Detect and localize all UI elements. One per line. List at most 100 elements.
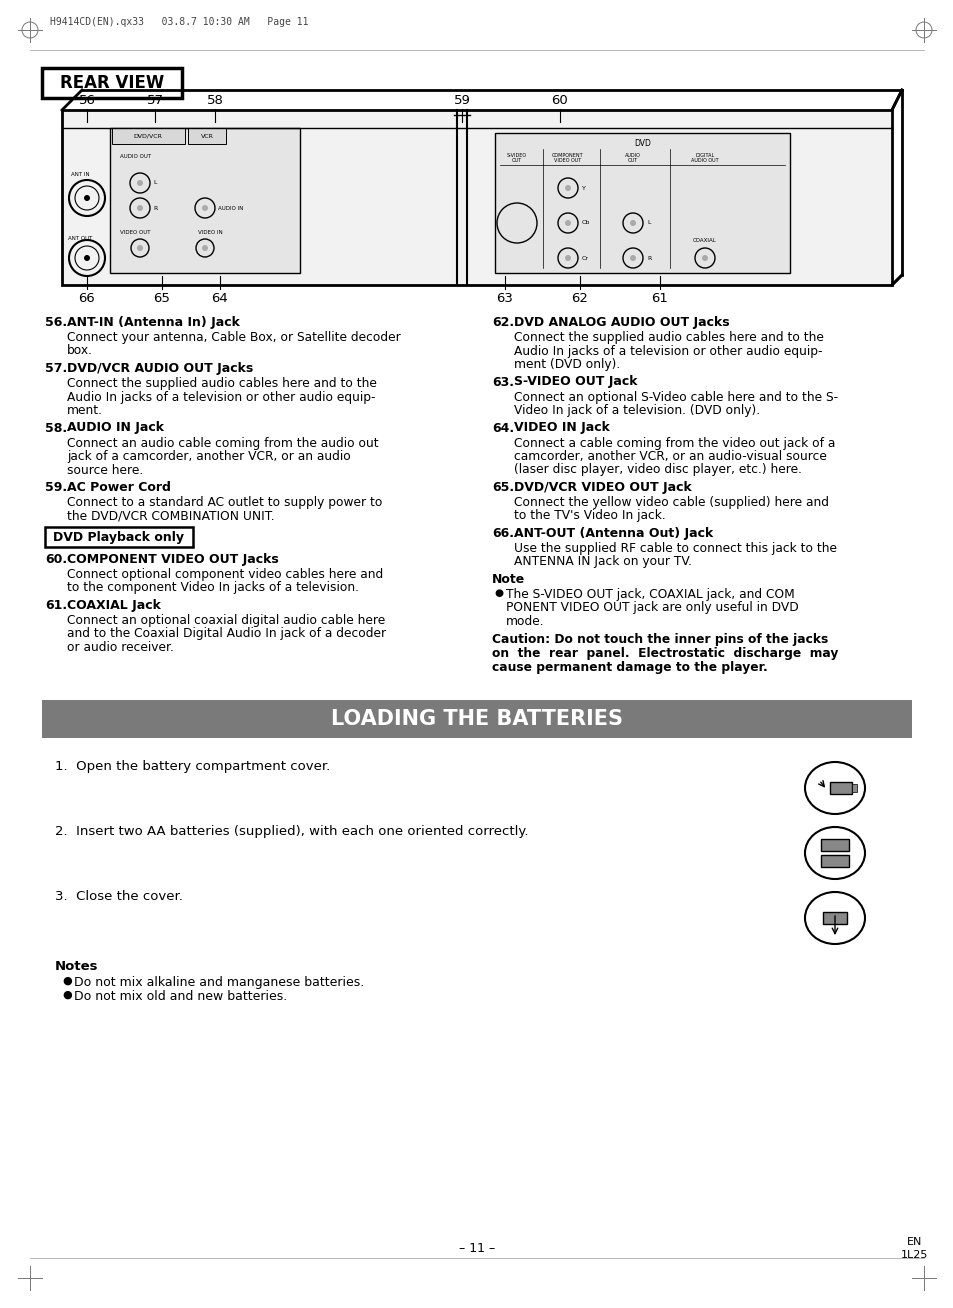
Bar xyxy=(42,68,182,98)
Text: 61: 61 xyxy=(651,292,668,305)
Text: to the component Video In jacks of a television.: to the component Video In jacks of a tel… xyxy=(67,582,358,595)
Text: 66.: 66. xyxy=(492,527,514,540)
Text: 57.: 57. xyxy=(45,362,67,375)
Text: (laser disc player, video disc player, etc.) here.: (laser disc player, video disc player, e… xyxy=(514,463,801,476)
Text: AUDIO IN Jack: AUDIO IN Jack xyxy=(67,421,164,434)
Text: 66: 66 xyxy=(78,292,95,305)
Text: VCR: VCR xyxy=(200,133,213,139)
Circle shape xyxy=(629,255,636,262)
Text: Connect optional component video cables here and: Connect optional component video cables … xyxy=(67,568,383,581)
Text: Notes: Notes xyxy=(55,960,98,973)
Text: L: L xyxy=(152,181,156,186)
Circle shape xyxy=(564,255,571,262)
Text: Cb: Cb xyxy=(581,221,590,225)
Text: ment.: ment. xyxy=(67,404,103,417)
Text: DVD ANALOG AUDIO OUT Jacks: DVD ANALOG AUDIO OUT Jacks xyxy=(514,317,729,330)
Bar xyxy=(829,782,851,794)
Bar xyxy=(112,128,185,144)
Circle shape xyxy=(137,181,143,186)
Text: Connect the supplied audio cables here and to the: Connect the supplied audio cables here a… xyxy=(67,377,376,390)
Text: 1.  Open the battery compartment cover.: 1. Open the battery compartment cover. xyxy=(55,760,330,773)
Text: The S-VIDEO OUT jack, COAXIAL jack, and COM: The S-VIDEO OUT jack, COAXIAL jack, and … xyxy=(505,589,794,600)
Text: and to the Coaxial Digital Audio In jack of a decoder: and to the Coaxial Digital Audio In jack… xyxy=(67,628,386,641)
Text: ●: ● xyxy=(62,976,71,986)
Text: – 11 –: – 11 – xyxy=(458,1241,495,1254)
Text: H9414CD(EN).qx33   03.8.7 10:30 AM   Page 11: H9414CD(EN).qx33 03.8.7 10:30 AM Page 11 xyxy=(50,17,308,27)
Text: DVD/VCR AUDIO OUT Jacks: DVD/VCR AUDIO OUT Jacks xyxy=(67,362,253,375)
Text: Do not mix old and new batteries.: Do not mix old and new batteries. xyxy=(74,990,287,1003)
Text: ANT IN: ANT IN xyxy=(71,173,90,178)
Text: 1L25: 1L25 xyxy=(901,1250,927,1260)
Circle shape xyxy=(137,245,143,251)
Text: Connect to a standard AC outlet to supply power to: Connect to a standard AC outlet to suppl… xyxy=(67,496,382,509)
Text: 59: 59 xyxy=(453,93,470,106)
Text: S-VIDEO OUT Jack: S-VIDEO OUT Jack xyxy=(514,375,637,388)
Bar xyxy=(821,838,848,852)
Text: 64.: 64. xyxy=(492,421,514,434)
Text: 63: 63 xyxy=(497,292,513,305)
Text: PONENT VIDEO OUT jack are only useful in DVD: PONENT VIDEO OUT jack are only useful in… xyxy=(505,602,798,615)
Bar xyxy=(822,912,846,923)
Text: VIDEO IN: VIDEO IN xyxy=(198,230,222,235)
Bar xyxy=(110,128,299,273)
Text: DIGITAL
AUDIO OUT: DIGITAL AUDIO OUT xyxy=(691,153,718,164)
Text: 60: 60 xyxy=(551,93,568,106)
Text: S-VIDEO
OUT: S-VIDEO OUT xyxy=(506,153,526,164)
Text: EN: EN xyxy=(906,1237,922,1247)
Text: LOADING THE BATTERIES: LOADING THE BATTERIES xyxy=(331,709,622,729)
Text: Connect your antenna, Cable Box, or Satellite decoder: Connect your antenna, Cable Box, or Sate… xyxy=(67,331,400,344)
Text: Connect a cable coming from the video out jack of a: Connect a cable coming from the video ou… xyxy=(514,437,835,450)
Text: Note: Note xyxy=(492,573,525,586)
Text: ANT OUT: ANT OUT xyxy=(68,235,92,241)
Text: L: L xyxy=(646,221,650,225)
Text: R: R xyxy=(152,205,157,211)
Circle shape xyxy=(701,255,707,262)
Text: Caution: Do not touch the inner pins of the jacks: Caution: Do not touch the inner pins of … xyxy=(492,633,827,646)
Text: Connect an optional coaxial digital audio cable here: Connect an optional coaxial digital audi… xyxy=(67,613,385,627)
Text: ●: ● xyxy=(62,990,71,1001)
Circle shape xyxy=(202,245,208,251)
Text: Connect an audio cable coming from the audio out: Connect an audio cable coming from the a… xyxy=(67,437,378,450)
Text: 65.: 65. xyxy=(492,481,514,494)
Bar xyxy=(45,527,193,547)
Text: on  the  rear  panel.  Electrostatic  discharge  may: on the rear panel. Electrostatic dischar… xyxy=(492,646,838,659)
Text: AC Power Cord: AC Power Cord xyxy=(67,481,171,494)
Text: mode.: mode. xyxy=(505,615,544,628)
Text: camcorder, another VCR, or an audio-visual source: camcorder, another VCR, or an audio-visu… xyxy=(514,450,826,463)
Circle shape xyxy=(84,195,90,201)
Text: or audio receiver.: or audio receiver. xyxy=(67,641,173,654)
Text: Y: Y xyxy=(581,186,585,191)
Text: 63.: 63. xyxy=(492,375,514,388)
Text: ANT-IN (Antenna In) Jack: ANT-IN (Antenna In) Jack xyxy=(67,317,239,330)
Text: Audio In jacks of a television or other audio equip-: Audio In jacks of a television or other … xyxy=(514,344,821,357)
Text: ANTENNA IN Jack on your TV.: ANTENNA IN Jack on your TV. xyxy=(514,556,691,569)
Text: jack of a camcorder, another VCR, or an audio: jack of a camcorder, another VCR, or an … xyxy=(67,450,351,463)
Text: COAXIAL Jack: COAXIAL Jack xyxy=(67,599,161,612)
Text: 58: 58 xyxy=(207,93,223,106)
Text: AUDIO IN: AUDIO IN xyxy=(218,205,243,211)
Text: 62: 62 xyxy=(571,292,588,305)
Text: DVD Playback only: DVD Playback only xyxy=(53,531,184,544)
Circle shape xyxy=(202,205,208,211)
Text: ANT-OUT (Antenna Out) Jack: ANT-OUT (Antenna Out) Jack xyxy=(514,527,713,540)
Text: Cr: Cr xyxy=(581,255,588,260)
Text: the DVD/VCR COMBINATION UNIT.: the DVD/VCR COMBINATION UNIT. xyxy=(67,510,274,522)
Circle shape xyxy=(629,220,636,226)
Text: Audio In jacks of a television or other audio equip-: Audio In jacks of a television or other … xyxy=(67,391,375,403)
Circle shape xyxy=(564,220,571,226)
Bar xyxy=(821,855,848,867)
Text: COMPONENT
VIDEO OUT: COMPONENT VIDEO OUT xyxy=(552,153,583,164)
Text: 59.: 59. xyxy=(45,481,67,494)
Text: box.: box. xyxy=(67,344,92,357)
Text: 3.  Close the cover.: 3. Close the cover. xyxy=(55,889,183,903)
Text: cause permanent damage to the player.: cause permanent damage to the player. xyxy=(492,661,767,674)
Text: Connect the supplied audio cables here and to the: Connect the supplied audio cables here a… xyxy=(514,331,823,344)
Text: DVD/VCR VIDEO OUT Jack: DVD/VCR VIDEO OUT Jack xyxy=(514,481,691,494)
Text: 2.  Insert two AA batteries (supplied), with each one oriented correctly.: 2. Insert two AA batteries (supplied), w… xyxy=(55,825,528,838)
Text: Do not mix alkaline and manganese batteries.: Do not mix alkaline and manganese batter… xyxy=(74,976,364,989)
Text: Connect the yellow video cable (supplied) here and: Connect the yellow video cable (supplied… xyxy=(514,496,828,509)
Text: DVD: DVD xyxy=(634,139,650,148)
Circle shape xyxy=(84,255,90,262)
Text: R: R xyxy=(646,255,651,260)
Text: AUDIO
OUT: AUDIO OUT xyxy=(624,153,640,164)
